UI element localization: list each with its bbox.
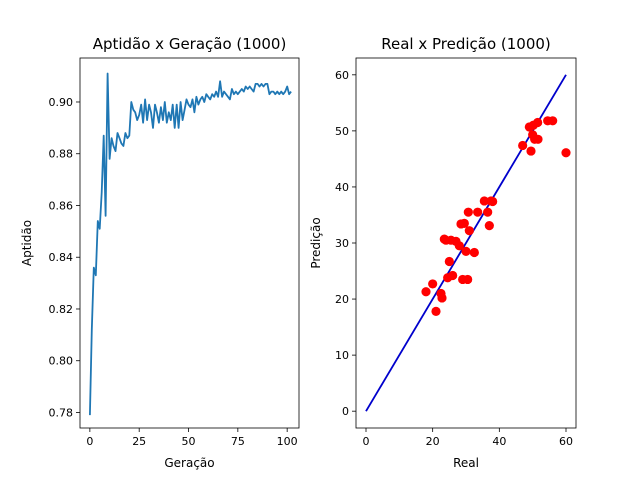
right-x-tick-label: 0 [363,435,370,448]
scatter-point [479,196,489,206]
left-y-tick-label: 0.80 [49,355,74,368]
scatter-point [437,293,447,303]
scatter-point [444,256,454,267]
left-y-tick-label: 0.82 [49,303,74,316]
scatter-points [421,116,571,316]
right-y-tick-label: 50 [335,125,349,138]
left-x-label: Geração [164,456,214,470]
left-x-tick-label: 0 [86,435,93,448]
right-chart-title: Real x Predição (1000) [381,35,551,53]
right-y-tick-label: 40 [335,181,349,194]
left-series-line [89,72,292,416]
scatter-point [463,274,473,285]
left-y-tick-label: 0.84 [49,251,74,264]
scatter-point [561,148,571,158]
right-y-tick-label: 20 [335,293,349,306]
right-y-label: Predição [309,217,323,268]
left-y-label: Aptidão [20,220,34,266]
scatter-point [548,116,558,126]
scatter-point [428,279,438,289]
right-chart: Real x Predição (1000) 0 20 40 60 0 10 20 30 40 5… [309,35,577,470]
right-y-tick-label: 0 [342,405,349,418]
right-x-tick-label: 60 [559,435,573,448]
left-plot-frame [79,57,300,429]
left-y-tick-label: 0.88 [49,148,74,161]
scatter-point [448,270,458,281]
left-chart: Aptidão x Geração (1000) 0 25 50 75 1000.780… [20,35,300,470]
left-x-tick-label: 75 [231,435,245,448]
right-plot-frame [355,57,577,429]
left-chart-title: Aptidão x Geração (1000) [93,35,287,53]
scatter-point [526,146,536,156]
scatter-point [469,247,479,258]
right-y-tick-label: 30 [335,237,349,250]
scatter-point [533,117,543,128]
right-x-tick-label: 40 [492,435,506,448]
left-y-tick-label: 0.78 [49,406,74,419]
left-y-tick-label: 0.90 [49,96,74,109]
left-y-tick-label: 0.86 [49,199,74,212]
right-y-tick-label: 60 [335,69,349,82]
left-x-tick-label: 25 [132,435,146,448]
scatter-point [518,140,528,151]
left-ticks: 0 25 50 75 100 0.78 0.80 0.82 0.84 0.86 0.88 0.90 [49,96,298,448]
left-x-tick-label: 100 [277,435,298,448]
scatter-point [463,207,473,217]
scatter-point [454,241,464,251]
scatter-point [464,226,474,236]
scatter-point [473,207,483,217]
right-x-tick-label: 20 [426,435,440,448]
scatter-point [484,221,494,231]
right-y-tick-label: 10 [335,349,349,362]
scatter-point [421,287,431,297]
scatter-point [483,207,493,217]
left-x-tick-label: 50 [182,435,196,448]
scatter-point [486,196,496,206]
right-ticks: 0 20 40 60 0 10 20 30 40 50 60 [335,69,573,448]
scatter-point [459,218,469,228]
scatter-point [431,306,441,316]
right-x-label: Real [453,456,479,470]
scatter-point [533,134,543,144]
scatter-point [461,246,471,257]
